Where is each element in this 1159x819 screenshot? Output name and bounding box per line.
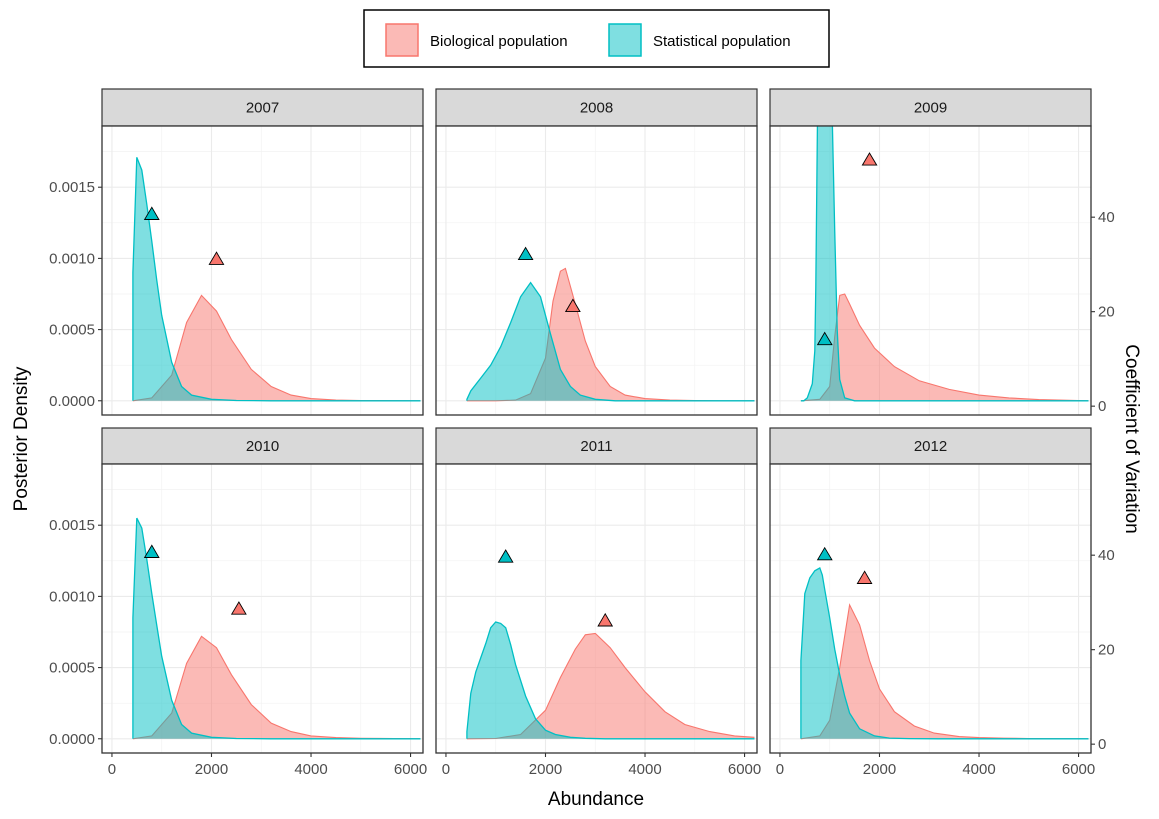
x-axis-tick-label: 0	[108, 761, 116, 778]
x-axis-tick-label: 6000	[728, 761, 761, 778]
cv-marker-biological	[230, 601, 247, 615]
panel-border	[435, 463, 758, 754]
cv-marker-statistical	[517, 246, 534, 261]
legend-label-biological: Biological population	[430, 33, 568, 50]
facet-strip-label: 2007	[246, 100, 279, 117]
y-axis-tick-label: 0.0005	[49, 660, 95, 677]
density-area-biological	[800, 604, 1089, 739]
cv-marker-biological	[856, 570, 873, 584]
facet-strip	[435, 88, 758, 127]
cv-marker-statistical	[816, 331, 833, 346]
x-axis-tick-label: 2000	[529, 761, 562, 778]
facet-strip-label: 2010	[246, 438, 279, 455]
panel-densities	[132, 517, 421, 740]
panel-densities	[466, 267, 755, 402]
cv-marker-statistical	[497, 549, 514, 563]
cv-marker-biological	[208, 251, 225, 265]
y2-axis-tick-label: 40	[1098, 547, 1115, 564]
y2-axis-tick-label: 0	[1098, 736, 1106, 753]
y-axis-tick-label: 0.0010	[49, 250, 95, 267]
panel-2010: 2010 0.0000 0.0005 0.0010 0.0015 0 2000 4000 600…	[49, 427, 427, 778]
x-axis-tick-label: 2000	[863, 761, 896, 778]
cv-marker-biological	[564, 298, 581, 313]
panel-border	[769, 125, 1092, 416]
y-axis-tick-label: 0.0010	[49, 588, 95, 605]
panel-border	[435, 125, 758, 416]
panel-densities	[800, 126, 1089, 402]
facet-panels: 2007 0.0000 0.0005 0.0010 0.0015 2008 2009 0 20 4…	[49, 88, 1115, 778]
density-area-statistical	[132, 518, 421, 739]
density-line-statistical	[800, 566, 1089, 740]
panel-2009: 2009 0 20 40	[769, 88, 1115, 416]
x-axis-tick-label: 4000	[628, 761, 661, 778]
panel-densities	[800, 566, 1089, 740]
panel-border	[101, 125, 424, 416]
x-axis-tick-label: 2000	[195, 761, 228, 778]
panel-border	[769, 463, 1092, 754]
cv-marker-biological	[861, 152, 878, 166]
density-area-statistical	[800, 126, 1089, 401]
legend-label-statistical: Statistical population	[653, 33, 791, 50]
density-area-statistical	[800, 567, 1089, 739]
legend-box	[363, 9, 830, 68]
density-area-statistical	[466, 282, 755, 401]
panel-border	[101, 463, 424, 754]
density-line-statistical	[800, 126, 1089, 402]
density-line-statistical	[132, 517, 421, 740]
panel-2011: 2011 0 2000 4000 6000	[435, 427, 761, 778]
facet-strip-label: 2009	[914, 100, 947, 117]
facet-strip	[769, 88, 1092, 127]
density-area-biological	[800, 294, 1089, 401]
legend-swatch-statistical	[608, 23, 642, 57]
density-line-statistical	[466, 281, 755, 402]
cv-marker-statistical	[143, 206, 160, 220]
panel-2007: 2007 0.0000 0.0005 0.0010 0.0015	[49, 88, 424, 416]
cv-marker-statistical	[143, 544, 160, 558]
facet-strip-label: 2012	[914, 438, 947, 455]
y-axis-tick-label: 0.0005	[49, 322, 95, 339]
y-axis-title: Posterior Density	[11, 366, 32, 511]
y2-axis-title: Coefficient of Variation	[1121, 344, 1142, 533]
facet-strip	[101, 427, 424, 465]
density-line-statistical	[466, 621, 755, 740]
cv-marker-statistical	[816, 546, 833, 561]
x-axis-tick-label: 6000	[394, 761, 427, 778]
panel-densities	[466, 621, 755, 740]
panel-2008: 2008	[435, 88, 758, 416]
legend: Biological population Statistical popula…	[363, 9, 830, 68]
facet-strip-label: 2011	[580, 438, 612, 455]
y2-axis-tick-label: 20	[1098, 304, 1115, 321]
y-axis-tick-label: 0.0015	[49, 179, 95, 196]
y-axis-tick-label: 0.0000	[49, 393, 95, 410]
y2-axis-tick-label: 0	[1098, 398, 1106, 415]
density-line-statistical	[132, 157, 421, 402]
panel-grid	[436, 126, 757, 415]
panel-densities	[132, 157, 421, 402]
x-axis-tick-label: 4000	[962, 761, 995, 778]
y2-axis-tick-label: 40	[1098, 209, 1115, 226]
density-area-statistical	[132, 157, 421, 401]
x-axis-tick-label: 0	[442, 761, 450, 778]
density-area-biological	[132, 295, 421, 401]
density-line-biological	[132, 294, 421, 402]
legend-swatch-biological	[385, 23, 419, 57]
y-axis-tick-label: 0.0015	[49, 517, 95, 534]
x-axis-tick-label: 0	[776, 761, 784, 778]
x-axis-tick-label: 4000	[294, 761, 327, 778]
facet-strip	[435, 427, 758, 465]
cv-marker-biological	[597, 612, 614, 627]
density-area-biological	[466, 633, 755, 739]
density-area-biological	[132, 636, 421, 739]
x-axis-tick-label: 6000	[1062, 761, 1095, 778]
facet-strip-label: 2008	[580, 100, 613, 117]
panel-2012: 2012 0 20 40 0 2000 4000 6000	[769, 427, 1115, 778]
facet-strip	[101, 88, 424, 127]
x-axis-title: Abundance	[548, 789, 644, 810]
density-area-statistical	[466, 622, 755, 739]
y2-axis-tick-label: 20	[1098, 642, 1115, 659]
y-axis-tick-label: 0.0000	[49, 731, 95, 748]
